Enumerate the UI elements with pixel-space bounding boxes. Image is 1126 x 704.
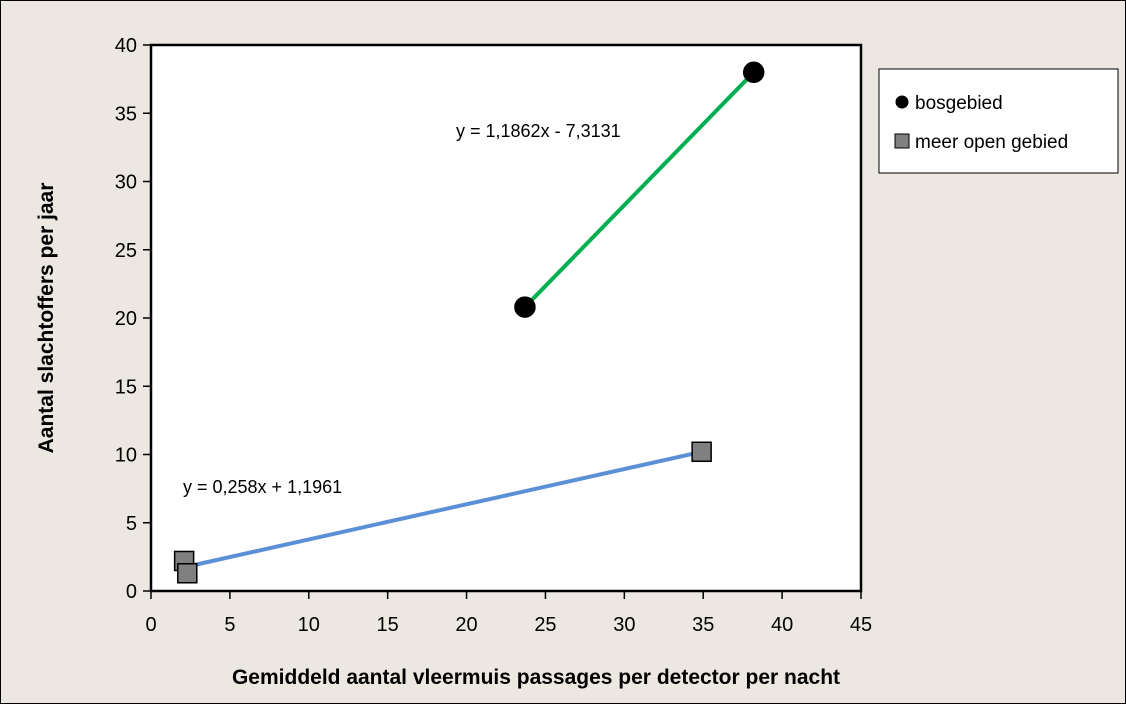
- point-bosgebied: [742, 61, 765, 84]
- trendline-bosgebied: [523, 70, 756, 309]
- x-tick-label: 20: [455, 614, 477, 636]
- trendline-meer-open-gebied: [182, 449, 703, 570]
- x-tick-label: 35: [692, 614, 714, 636]
- x-tick-label: 45: [850, 614, 872, 636]
- x-tick-label: 10: [298, 614, 320, 636]
- legend-marker: [894, 133, 910, 149]
- data-points: [173, 61, 765, 584]
- legend-marker: [895, 95, 909, 109]
- y-tick-label: 25: [115, 240, 137, 262]
- trendline-equations: y = 1,1862x - 7,3131 y = 0,258x + 1,1961: [183, 121, 621, 497]
- x-axis-title: Gemiddeld aantal vleermuis passages per …: [232, 666, 840, 689]
- y-tick-label: 35: [115, 103, 137, 125]
- x-tick-label: 5: [224, 614, 235, 636]
- y-tick-label: 20: [115, 308, 137, 330]
- x-axis: 0 5 10 15 20 25 30 35 40 45: [145, 591, 872, 636]
- x-tick-label: 40: [771, 614, 793, 636]
- y-axis: 0 5 10 15 20 25 30 35 40: [115, 35, 151, 603]
- x-tick-label: 15: [377, 614, 399, 636]
- y-tick-label: 40: [115, 35, 137, 57]
- y-tick-label: 5: [126, 513, 137, 535]
- x-tick-label: 30: [613, 614, 635, 636]
- legend: bosgebied meer open gebied: [878, 68, 1119, 174]
- y-tick-label: 15: [115, 376, 137, 398]
- legend-label: bosgebied: [915, 93, 1003, 114]
- y-axis-title: Aantal slachtoffers per jaar: [35, 183, 58, 454]
- legend-label: meer open gebied: [915, 132, 1068, 153]
- x-tick-label: 25: [534, 614, 556, 636]
- legend-box: [878, 68, 1119, 174]
- y-tick-label: 10: [115, 445, 137, 467]
- equation-label: y = 1,1862x - 7,3131: [456, 121, 621, 141]
- point-meer-open-gebied: [691, 441, 712, 463]
- equation-label: y = 0,258x + 1,1961: [183, 477, 342, 497]
- trendlines: [182, 70, 756, 570]
- point-meer-open-gebied: [177, 563, 198, 584]
- point-bosgebied: [514, 296, 536, 318]
- plot-area: [149, 43, 863, 593]
- y-tick-label: 0: [126, 581, 137, 603]
- y-tick-label: 30: [115, 172, 137, 194]
- x-tick-label: 0: [145, 614, 156, 636]
